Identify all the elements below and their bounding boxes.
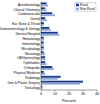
bar [41, 39, 44, 41]
category-label: Microbiology [21, 47, 40, 51]
category-label: Anesthesiology [18, 3, 41, 7]
axis-label: Percent [62, 98, 77, 103]
category-label: Gastroenterology & Urology [0, 27, 40, 31]
category-label: Hematology [22, 37, 40, 41]
category-label: Radiology [25, 76, 40, 80]
bar [41, 53, 45, 55]
category-label: Gen & Plastic Surgery [8, 81, 41, 85]
bar [41, 68, 54, 70]
bar [41, 88, 42, 90]
bar [41, 7, 45, 9]
bar [41, 34, 59, 36]
tick-label: 10 [53, 92, 57, 96]
bar [41, 63, 47, 65]
y-axis [41, 2, 42, 90]
category-label: Ear, Nose & Throat [12, 22, 40, 26]
bar [41, 71, 44, 73]
category-label: Neurology [25, 52, 40, 56]
category-label: Toxicology [25, 86, 41, 90]
legend: RuralNon Rural [75, 3, 96, 12]
bar [41, 44, 44, 46]
category-label: Ophthalmic [23, 61, 40, 65]
chart: AnesthesiologyClinical ChemistryCardiova… [0, 0, 100, 104]
category-label: OB/Gynecology [17, 56, 40, 60]
bar [41, 24, 44, 26]
bar [41, 4, 48, 6]
tick-label: 20 [67, 92, 71, 96]
bar [41, 73, 45, 75]
bar [41, 86, 42, 88]
category-label: Orthopedic [24, 66, 40, 70]
bar [41, 9, 47, 11]
bar [41, 66, 52, 68]
bar [41, 58, 45, 60]
bar [41, 32, 58, 34]
bar [41, 29, 51, 31]
bar [41, 2, 47, 4]
category-label: Dental [30, 17, 40, 21]
category-label: General Hospital [15, 32, 40, 36]
tick-label: 30 [81, 92, 85, 96]
bar [41, 17, 45, 19]
bars [41, 2, 83, 89]
category-label: Physical Medicine [14, 71, 41, 75]
bar [41, 78, 58, 80]
bar [41, 27, 49, 29]
legend-label: Non Rural [80, 7, 95, 11]
legend-swatch [76, 8, 79, 11]
bar [41, 12, 52, 14]
bar [41, 14, 55, 16]
bar [41, 22, 44, 24]
bar [41, 81, 83, 83]
category-label: Clinical Chemistry [14, 8, 41, 12]
category-label: Immunology [22, 42, 40, 46]
bar [41, 51, 44, 53]
x-axis [41, 90, 97, 91]
bar [41, 83, 80, 85]
bar [41, 76, 61, 78]
category-label: Cardiovascular [18, 12, 41, 16]
bar [41, 48, 44, 50]
bar [41, 42, 44, 44]
bar [41, 61, 45, 63]
legend-swatch [76, 4, 79, 7]
legend-box [75, 3, 96, 12]
bar [41, 46, 44, 48]
tick-label: 0 [40, 92, 42, 96]
bar [41, 56, 45, 58]
tick-label: 40 [95, 92, 99, 96]
bar [41, 19, 47, 21]
bar [41, 37, 44, 39]
